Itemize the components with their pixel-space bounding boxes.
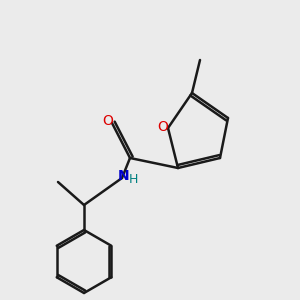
Text: N: N	[118, 169, 129, 183]
Text: H: H	[129, 173, 138, 186]
Text: O: O	[102, 114, 113, 128]
Text: O: O	[157, 119, 168, 134]
